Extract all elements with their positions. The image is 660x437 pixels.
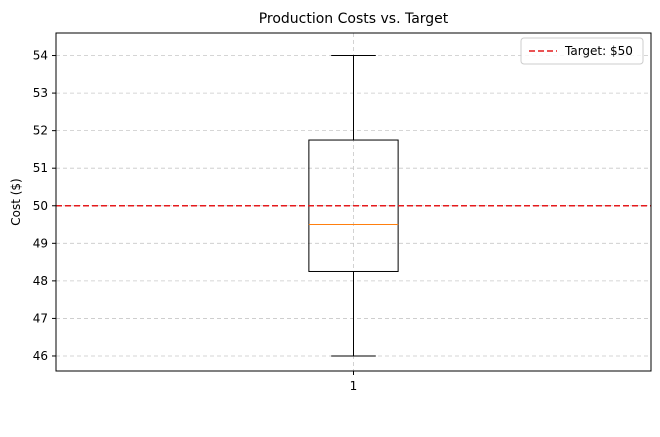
y-tick-label: 49 [33,236,48,250]
y-tick-label: 46 [33,349,48,363]
legend: Target: $50 [520,37,644,65]
tick-layer: 46 47 48 49 50 51 52 53 54 1 [33,49,358,393]
y-tick-label: 52 [33,124,48,138]
y-tick-label: 51 [33,161,48,175]
y-tick-label: 47 [33,311,48,325]
y-tick-label: 53 [33,86,48,100]
y-tick-label: 54 [33,49,48,63]
x-tick-label: 1 [350,379,358,393]
legend-frame [520,37,644,65]
y-tick-label: 50 [33,199,48,213]
legend-label-target: Target: $50 [564,44,633,58]
y-tick-label: 48 [33,274,48,288]
chart-title: Production Costs vs. Target [259,11,449,27]
y-axis-title: Cost ($) [9,178,23,226]
